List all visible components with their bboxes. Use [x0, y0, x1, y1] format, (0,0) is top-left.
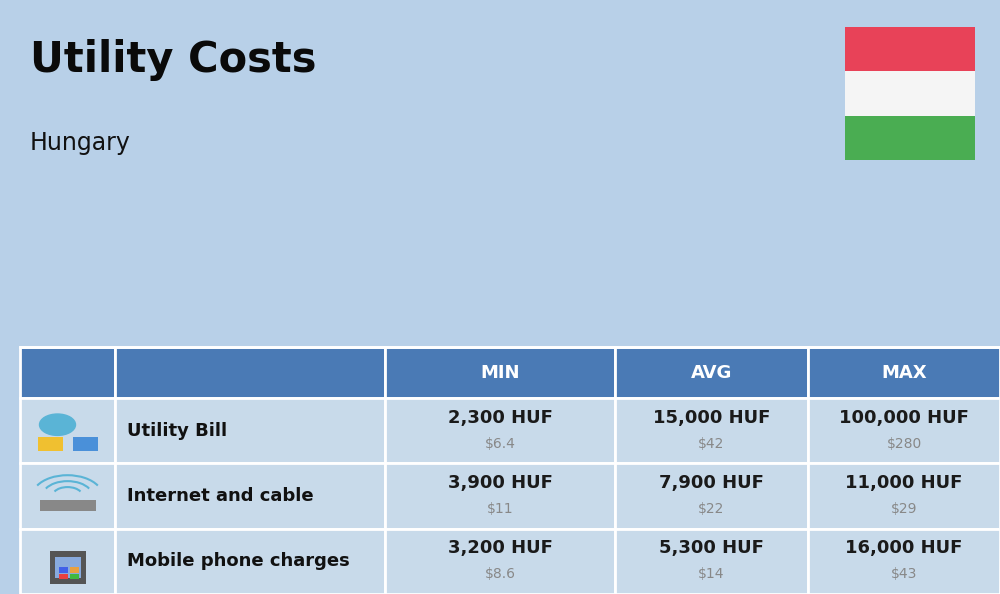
Bar — [615, 347, 808, 398]
Bar — [808, 463, 1000, 529]
Bar — [385, 529, 615, 594]
Bar — [70, 574, 78, 579]
Text: MIN: MIN — [480, 364, 520, 382]
Bar — [40, 500, 96, 511]
Bar — [615, 529, 808, 594]
Bar — [40, 415, 95, 447]
Bar — [845, 116, 975, 160]
Text: $8.6: $8.6 — [484, 567, 516, 582]
Text: MAX: MAX — [881, 364, 927, 382]
Bar — [808, 529, 1000, 594]
Bar — [845, 71, 975, 116]
Text: 11,000 HUF: 11,000 HUF — [845, 474, 963, 492]
Bar — [20, 463, 115, 529]
Text: 5,300 HUF: 5,300 HUF — [659, 539, 764, 557]
Bar — [115, 529, 385, 594]
Bar — [808, 347, 1000, 398]
Text: $22: $22 — [698, 502, 725, 516]
Bar — [615, 398, 808, 463]
Text: 7,900 HUF: 7,900 HUF — [659, 474, 764, 492]
Bar — [615, 463, 808, 529]
Bar — [58, 567, 68, 573]
Circle shape — [40, 414, 76, 435]
Text: $43: $43 — [891, 567, 917, 582]
Text: Utility Costs: Utility Costs — [30, 39, 316, 81]
Text: 100,000 HUF: 100,000 HUF — [839, 409, 969, 426]
Bar — [20, 398, 115, 463]
Text: Hungary: Hungary — [30, 131, 131, 154]
Bar — [40, 545, 95, 577]
Bar — [40, 480, 95, 512]
Text: Internet and cable: Internet and cable — [127, 487, 314, 505]
Bar — [845, 27, 975, 71]
Bar — [73, 437, 98, 451]
Bar — [20, 529, 115, 594]
Text: $6.4: $6.4 — [485, 437, 515, 451]
Bar — [20, 347, 115, 398]
Bar — [115, 463, 385, 529]
Text: $11: $11 — [487, 502, 513, 516]
Text: $280: $280 — [886, 437, 922, 451]
Bar — [385, 347, 615, 398]
Text: 2,300 HUF: 2,300 HUF — [448, 409, 552, 426]
Bar — [385, 463, 615, 529]
Text: AVG: AVG — [691, 364, 732, 382]
Text: 3,200 HUF: 3,200 HUF — [448, 539, 552, 557]
Bar — [70, 567, 78, 573]
Text: $14: $14 — [698, 567, 725, 582]
Bar — [115, 347, 385, 398]
Text: $42: $42 — [698, 437, 725, 451]
Text: 3,900 HUF: 3,900 HUF — [448, 474, 552, 492]
Bar — [385, 398, 615, 463]
Bar — [50, 551, 86, 584]
Text: $29: $29 — [891, 502, 917, 516]
Bar — [55, 557, 80, 578]
Bar — [808, 398, 1000, 463]
Bar — [58, 574, 68, 579]
Text: Utility Bill: Utility Bill — [127, 422, 227, 440]
Text: 15,000 HUF: 15,000 HUF — [653, 409, 770, 426]
Bar — [38, 437, 62, 451]
Bar — [115, 398, 385, 463]
Text: Mobile phone charges: Mobile phone charges — [127, 552, 350, 570]
Text: 16,000 HUF: 16,000 HUF — [845, 539, 963, 557]
